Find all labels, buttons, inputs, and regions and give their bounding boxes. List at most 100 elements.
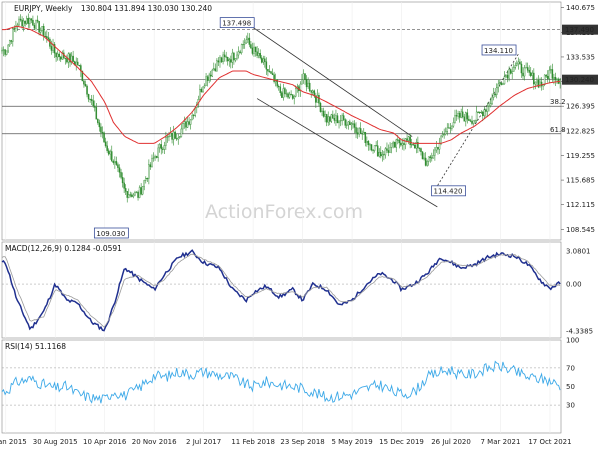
candle-body [90, 99, 93, 101]
candle-body [546, 76, 549, 79]
candle-body [137, 191, 139, 198]
candle-body [338, 120, 340, 124]
candle-body [468, 118, 470, 121]
candle-body [182, 123, 184, 130]
candle-body [237, 51, 240, 56]
candle-body [308, 82, 311, 91]
peak-label-134110-box [481, 44, 517, 56]
candle-body [155, 156, 158, 158]
candle-body [251, 47, 254, 54]
x-tick-label: 23 Sep 2018 [280, 438, 324, 446]
candle-body [369, 144, 371, 146]
candle-body [553, 77, 555, 79]
fib-dashed-line [435, 52, 520, 190]
price-y-tick-label: 122.825 [566, 127, 595, 135]
trend-channel [245, 22, 520, 208]
candle-body [104, 141, 107, 147]
candle-body [452, 122, 455, 127]
candle-body [67, 53, 70, 63]
candle-body [446, 127, 449, 132]
candle-body [277, 86, 280, 88]
candle-body [219, 57, 221, 63]
candle-body [22, 20, 25, 27]
candle-body [177, 137, 179, 140]
candle-body [386, 148, 388, 151]
candle-body [256, 51, 258, 56]
candle-body [417, 142, 419, 149]
candle-body [432, 155, 435, 159]
price-header: EURJPY, Weekly 130.804 131.894 130.030 1… [14, 4, 212, 13]
candle-body [307, 82, 309, 88]
rsi-y-tick-label: 70 [566, 364, 575, 372]
candle-body [492, 93, 495, 98]
candle-body [480, 111, 483, 114]
candle-body [529, 72, 532, 76]
candle-body [412, 144, 414, 146]
candle-body [336, 115, 339, 124]
price-badge-label: 137.490 [565, 26, 594, 34]
candle-body [268, 70, 271, 72]
macd-y-tick-label: 3.0801 [566, 247, 591, 255]
price-y-tick-label: 140.675 [566, 4, 595, 12]
price-ohlc: 130.804 131.894 130.030 130.240 [81, 4, 212, 13]
candle-body [265, 61, 268, 70]
candle-body [250, 44, 252, 49]
candle-body [495, 87, 498, 96]
x-tick-label: 11 Feb 2018 [231, 438, 275, 446]
candle-body [346, 124, 348, 126]
candle-body [223, 54, 226, 58]
candle-body [488, 105, 490, 107]
candle-body [512, 67, 515, 72]
candle-body [84, 84, 87, 87]
candle-body [35, 19, 37, 29]
candle-body [30, 18, 33, 21]
candle-body [505, 74, 507, 77]
candle-body [503, 76, 506, 85]
candle-body [475, 111, 478, 121]
candle-body [145, 177, 147, 181]
candle-body [440, 135, 442, 144]
candle-body [282, 88, 285, 98]
candle-body [158, 144, 161, 149]
candle-body [294, 88, 297, 97]
candle-body [366, 141, 368, 143]
price-y-tick-label: 115.685 [566, 177, 595, 185]
candle-body [146, 177, 149, 179]
price-y-tick-label: 133.535 [566, 53, 595, 61]
candle-body [325, 114, 328, 123]
price-y-tick-label: 108.545 [566, 226, 595, 234]
candle-body [316, 95, 319, 103]
price-panel [1, 1, 562, 241]
candle-body [279, 86, 282, 93]
candle-body [509, 69, 512, 74]
candle-body [36, 19, 39, 22]
rsi-series-line [1, 360, 561, 404]
candle-body [359, 128, 362, 134]
rsi-y-tick-label: 50 [566, 383, 575, 391]
candle-body [124, 188, 127, 192]
candle-body [342, 115, 345, 120]
candle-body [420, 148, 422, 153]
candle-body [511, 71, 513, 74]
candle-body [180, 128, 183, 137]
candle-body [149, 164, 152, 167]
candle-body [245, 39, 248, 44]
candle-body [123, 182, 125, 189]
candle-body [160, 144, 162, 150]
candle-body [516, 63, 518, 66]
ma-line [2, 25, 561, 144]
candle-body [131, 194, 133, 197]
candle-body [477, 111, 479, 113]
candle-body [117, 164, 119, 168]
candle-body [497, 83, 500, 88]
candle-body [10, 40, 13, 42]
candle-body [355, 127, 357, 133]
candle-body [410, 144, 413, 146]
signal-series-line [1, 253, 561, 328]
candle-body [290, 93, 292, 95]
x-tick-label: 5 May 2019 [331, 438, 372, 446]
macd-panel [1, 241, 562, 339]
macd-y-tick-label: -4.3385 [566, 327, 593, 335]
candle-body [114, 161, 116, 163]
candle-body [115, 161, 118, 165]
